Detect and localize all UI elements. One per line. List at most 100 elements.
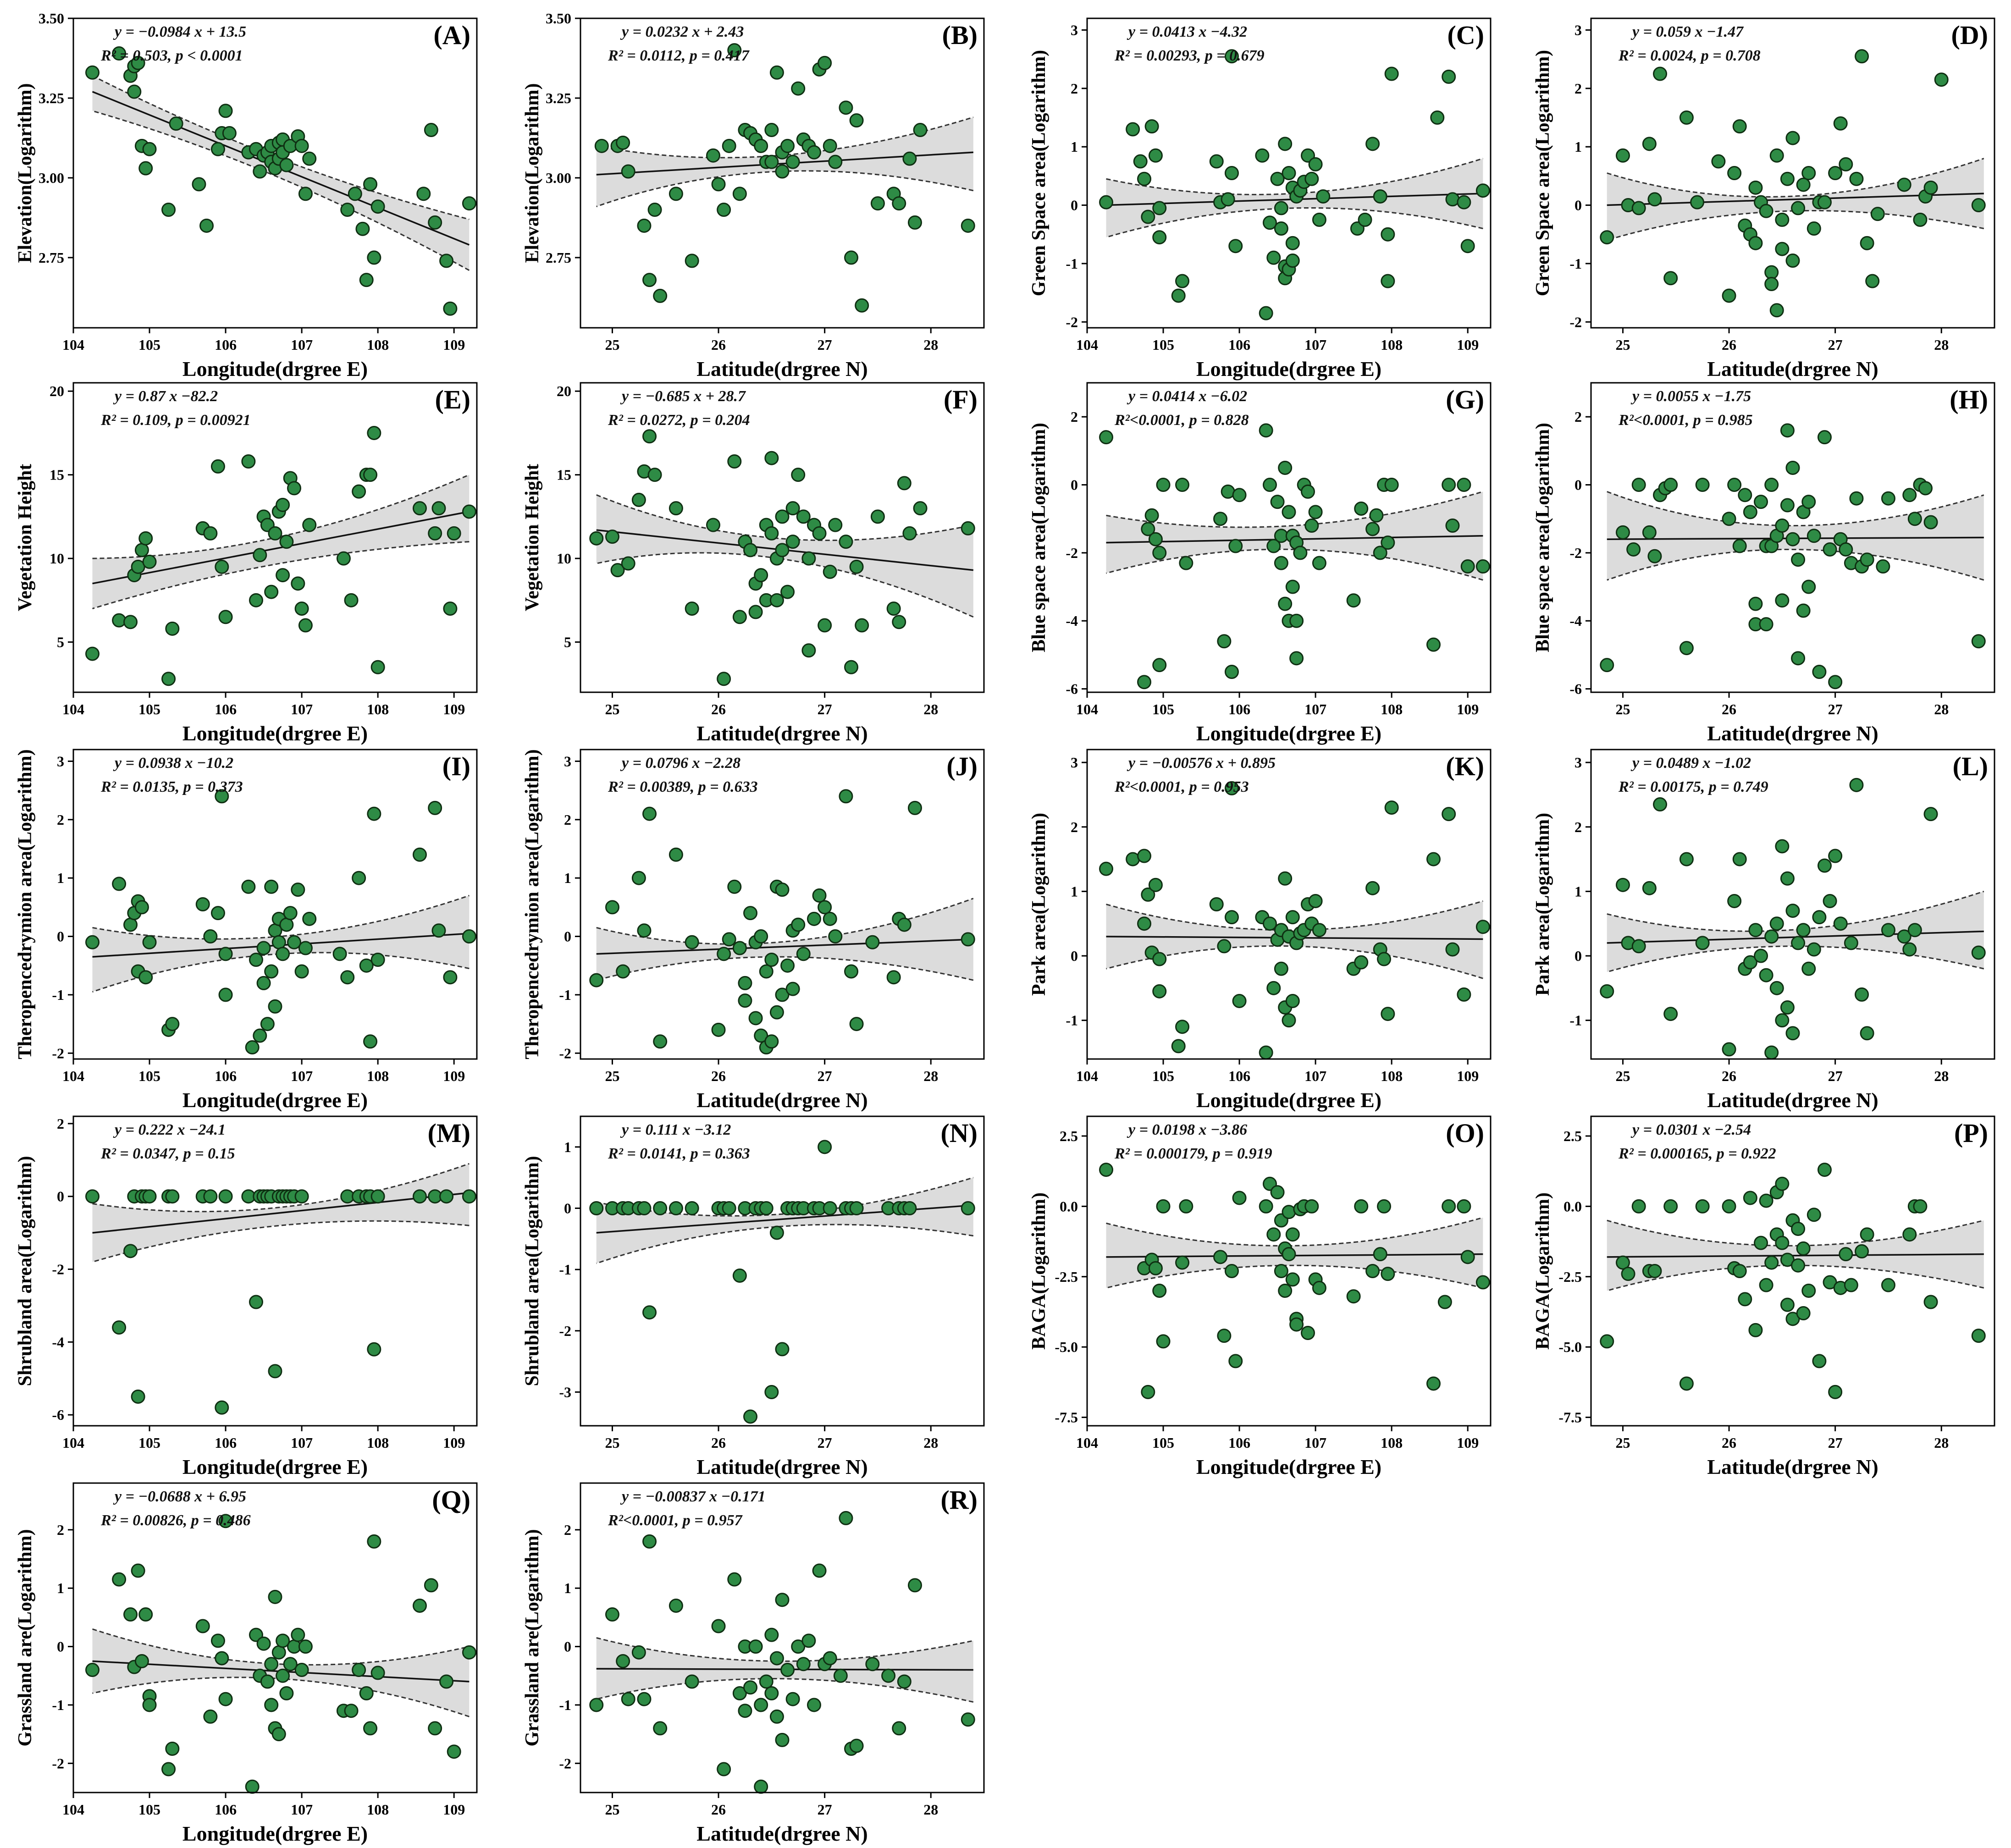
- x-axis-label: Latitude(drgree N): [1707, 722, 1878, 745]
- data-point: [1849, 171, 1864, 186]
- data-point: [785, 982, 800, 996]
- regression-stats: R² = 0.503, p < 0.0001: [100, 47, 243, 64]
- data-point: [367, 1534, 381, 1549]
- x-axis-label: Longitude(drgree E): [1196, 722, 1381, 745]
- data-point: [1748, 596, 1763, 611]
- data-point: [738, 1704, 752, 1718]
- data-point: [1775, 1236, 1790, 1250]
- data-point: [1647, 192, 1662, 207]
- data-point: [1743, 505, 1757, 519]
- data-point: [1426, 1376, 1441, 1391]
- data-point: [1148, 148, 1163, 163]
- data-point: [1430, 110, 1445, 125]
- data-point: [344, 593, 359, 607]
- data-point: [1312, 1280, 1326, 1295]
- data-point: [161, 1762, 176, 1776]
- data-point: [1748, 923, 1763, 938]
- data-point: [1600, 658, 1614, 673]
- data-point: [769, 1709, 784, 1724]
- x-tick-label: 25: [1615, 337, 1630, 353]
- data-point: [621, 1692, 635, 1706]
- data-point: [653, 1721, 668, 1736]
- data-point: [1377, 1199, 1392, 1214]
- data-point: [1141, 1385, 1155, 1399]
- x-tick-label: 104: [1076, 337, 1098, 353]
- data-point: [1727, 166, 1742, 180]
- data-point: [616, 1654, 630, 1668]
- data-point: [1373, 546, 1387, 560]
- data-point: [1175, 1020, 1190, 1034]
- data-point: [732, 187, 747, 201]
- y-tick-label: 0.0: [1563, 1198, 1582, 1214]
- data-point: [1289, 651, 1304, 666]
- data-point: [764, 952, 779, 967]
- data-point: [1785, 532, 1800, 546]
- data-point: [1775, 212, 1790, 227]
- data-point: [1775, 1013, 1790, 1028]
- x-tick-label: 109: [1457, 337, 1479, 353]
- data-point: [142, 1698, 157, 1712]
- data-point: [332, 947, 347, 961]
- confidence-upper: [1106, 158, 1483, 195]
- data-point: [818, 55, 832, 70]
- x-tick-label: 106: [1228, 701, 1250, 717]
- data-point: [348, 187, 362, 201]
- data-point: [732, 941, 747, 955]
- data-point: [253, 1028, 267, 1043]
- data-point: [1849, 778, 1864, 792]
- data-point: [1791, 651, 1806, 666]
- data-point: [589, 1698, 604, 1712]
- data-point: [902, 151, 917, 166]
- regression-line: [92, 511, 470, 585]
- data-point: [818, 900, 832, 915]
- data-point: [764, 451, 779, 465]
- data-point: [769, 1651, 784, 1666]
- panel-label: (C): [1447, 20, 1484, 50]
- x-tick-label: 104: [62, 701, 84, 717]
- regression-stats: R² = 0.0272, p = 0.204: [608, 412, 750, 429]
- data-point: [907, 1578, 922, 1593]
- data-point: [1679, 110, 1694, 125]
- data-point: [1615, 525, 1630, 540]
- chart-panel-i: 104 105 106 107 108 109 -2 -1 0 1 2 3 Longitude(drgr…: [15, 749, 478, 1112]
- data-point: [1621, 1267, 1635, 1281]
- data-point: [294, 138, 309, 153]
- regression-stats: R² = 0.00293, p = 0.679: [1114, 47, 1265, 64]
- data-point: [1897, 177, 1912, 192]
- data-point: [1213, 512, 1228, 526]
- data-point: [142, 1189, 157, 1204]
- data-point: [1282, 1205, 1296, 1219]
- data-point: [1266, 539, 1281, 553]
- confidence-band: [92, 76, 470, 270]
- chart-panel-l: 25 26 27 28 -1 0 1 2 3 Latitude(drgree N) Park are…: [1532, 749, 1995, 1112]
- data-point: [134, 1654, 149, 1668]
- data-point: [1812, 1354, 1827, 1368]
- y-tick-label: 0: [57, 928, 64, 945]
- x-tick-label: 107: [1304, 1068, 1326, 1084]
- data-point: [1282, 166, 1296, 180]
- data-point: [754, 1028, 768, 1043]
- data-point: [367, 1342, 381, 1357]
- data-point: [1289, 613, 1304, 628]
- data-point: [849, 1201, 864, 1215]
- data-point: [1743, 1191, 1757, 1205]
- plot-frame: [1590, 1115, 1995, 1427]
- data-point: [1437, 1295, 1452, 1309]
- y-tick-label: -4: [1569, 612, 1582, 629]
- data-point: [1796, 177, 1811, 192]
- chart-panel-g: 104 105 106 107 108 109 -6 -4 -2 0 2 Longitude(drgr…: [1028, 382, 1492, 745]
- data-point: [1278, 596, 1293, 611]
- regression-equation: y = 0.0055 x −1.75: [1630, 388, 1751, 405]
- chart-panel-a: 104 105 106 107 108 109 2.75 3.00 3.25 3.50 Longit…: [15, 10, 478, 381]
- y-tick-label: 3.25: [546, 90, 571, 106]
- x-axis-label: Latitude(drgree N): [696, 1088, 867, 1112]
- data-point: [1748, 236, 1763, 250]
- data-point: [1817, 430, 1832, 445]
- data-point: [1738, 488, 1752, 502]
- data-point: [631, 492, 646, 507]
- data-point: [1679, 641, 1694, 656]
- panel-label: (B): [942, 20, 978, 50]
- regression-stats: R² = 0.0024, p = 0.708: [1618, 47, 1761, 64]
- data-point: [722, 138, 736, 153]
- x-tick-label: 105: [138, 701, 160, 717]
